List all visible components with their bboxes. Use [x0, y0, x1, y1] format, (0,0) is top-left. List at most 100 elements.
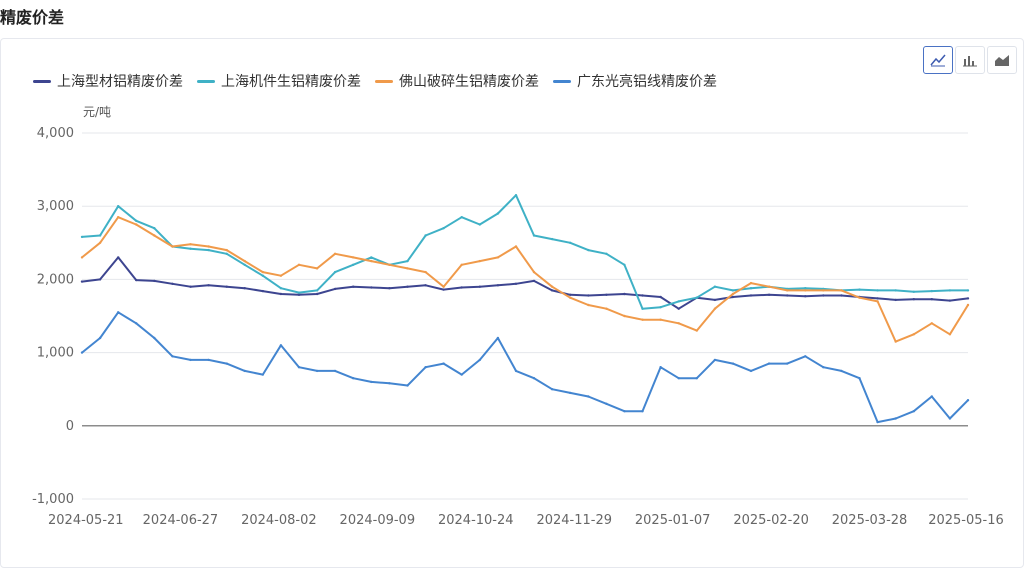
data-point: [677, 300, 680, 303]
page-title: 精废价差: [0, 8, 65, 27]
legend-swatch: [553, 79, 571, 83]
y-tick-label: 4,000: [37, 126, 74, 141]
x-tick-label: 2025-02-20: [733, 513, 809, 528]
series-line: [81, 216, 969, 343]
y-tick-label: -1,000: [32, 492, 74, 507]
data-point: [315, 292, 319, 296]
data-point: [840, 369, 843, 373]
series-line: [81, 194, 968, 310]
data-point: [478, 223, 481, 226]
legend-item[interactable]: 上海机件生铝精废价差: [197, 71, 361, 91]
data-point: [297, 263, 301, 266]
data-point: [532, 377, 536, 380]
legend-item[interactable]: 佛山破碎生铝精废价差: [375, 71, 539, 91]
data-point: [352, 256, 355, 259]
data-point: [713, 358, 717, 362]
data-point: [225, 362, 228, 365]
data-point: [460, 263, 463, 266]
data-point: [623, 314, 626, 318]
data-point: [713, 285, 717, 288]
data-point: [840, 294, 843, 297]
data-point: [786, 362, 789, 365]
data-point: [315, 369, 319, 373]
area-chart-button[interactable]: [987, 46, 1017, 74]
data-point: [767, 293, 771, 296]
data-point: [894, 298, 897, 302]
data-point: [731, 289, 735, 292]
data-point: [297, 293, 301, 296]
data-point: [243, 259, 246, 263]
data-point: [80, 280, 84, 283]
data-point: [948, 299, 952, 302]
data-point: [80, 235, 84, 239]
legend-label: 佛山破碎生铝精废价差: [399, 74, 539, 90]
data-point: [153, 234, 156, 237]
line-chart-button[interactable]: [923, 46, 953, 74]
data-point: [514, 282, 518, 285]
data-point: [731, 295, 735, 299]
legend-label: 广东光亮铝线精废价差: [577, 74, 717, 90]
data-point: [912, 298, 915, 301]
data-point: [713, 298, 717, 302]
data-point: [569, 391, 572, 395]
data-point: [912, 410, 915, 413]
data-point: [731, 292, 735, 296]
x-tick-label: 2024-05-21: [48, 513, 124, 528]
data-point: [550, 285, 554, 288]
data-point: [804, 295, 807, 298]
data-point: [135, 322, 138, 325]
y-tick-label: 0: [66, 419, 74, 434]
data-point: [912, 333, 915, 336]
data-point: [478, 259, 481, 263]
data-point: [424, 366, 427, 369]
data-point: [135, 278, 138, 282]
data-point: [279, 287, 283, 290]
data-point: [279, 274, 283, 277]
data-point: [388, 263, 391, 266]
data-point: [261, 289, 264, 293]
legend-item[interactable]: 广东光亮铝线精废价差: [553, 71, 717, 91]
data-point: [948, 417, 952, 420]
data-point: [153, 279, 156, 283]
data-point: [550, 388, 554, 391]
data-point: [731, 362, 735, 365]
data-point: [117, 311, 120, 314]
data-point: [677, 307, 680, 310]
data-point: [370, 256, 373, 259]
data-point: [496, 256, 500, 259]
data-point: [98, 241, 102, 244]
data-point: [767, 285, 771, 288]
x-tick-label: 2024-06-27: [143, 513, 219, 528]
data-point: [388, 382, 391, 385]
data-point: [98, 234, 102, 237]
data-point: [858, 296, 861, 299]
data-point: [641, 410, 644, 413]
data-point: [623, 263, 626, 266]
data-point: [315, 267, 319, 270]
data-point: [966, 303, 970, 307]
data-point: [153, 227, 156, 230]
data-point: [641, 294, 644, 297]
data-point: [749, 369, 753, 373]
data-point: [117, 256, 120, 259]
data-point: [641, 318, 644, 321]
bar-chart-button[interactable]: [955, 46, 985, 74]
data-point: [659, 306, 662, 309]
data-point: [478, 285, 481, 288]
data-point: [80, 256, 84, 259]
legend-label: 上海型材铝精废价差: [57, 74, 183, 90]
data-point: [677, 377, 680, 380]
data-point: [406, 267, 409, 270]
data-point: [261, 274, 264, 277]
data-point: [279, 292, 283, 296]
legend-item[interactable]: 上海型材铝精废价差: [33, 71, 183, 91]
data-point: [225, 285, 228, 288]
data-point: [930, 395, 933, 398]
data-point: [297, 291, 301, 294]
data-point: [333, 270, 337, 274]
data-point: [532, 279, 536, 283]
data-point: [749, 294, 753, 297]
data-point: [930, 289, 933, 293]
data-point: [370, 380, 373, 384]
